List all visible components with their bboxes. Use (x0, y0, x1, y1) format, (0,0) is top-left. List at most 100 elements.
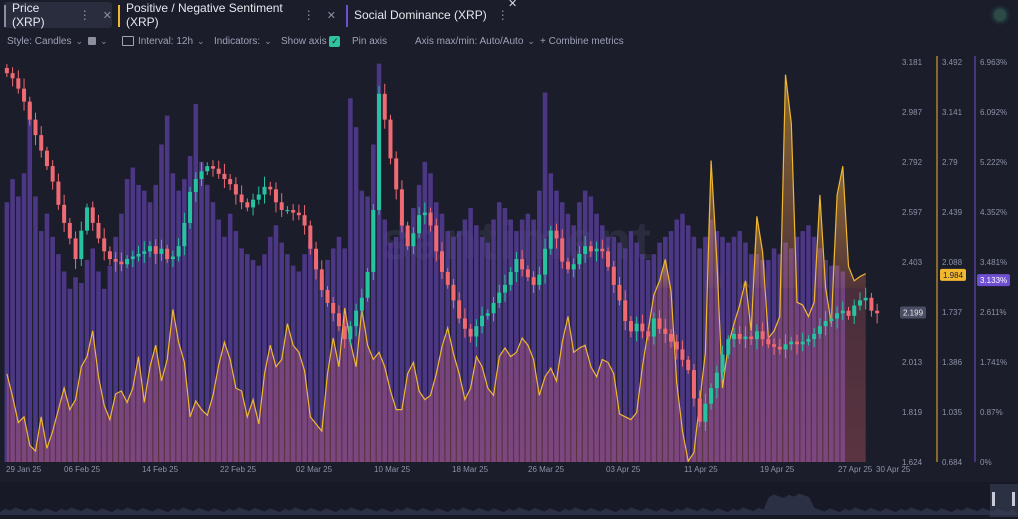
price-candle (548, 230, 553, 249)
tab-social-dominance[interactable]: Social Dominance (XRP) ⋮ (346, 2, 510, 28)
checkbox-checked-icon[interactable]: ✓ (329, 36, 341, 47)
dominance-bar (319, 277, 325, 462)
price-candle (302, 215, 307, 226)
price-tick-label: 2.403 (902, 258, 923, 267)
dominance-bar (628, 231, 634, 462)
kebab-menu-icon[interactable]: ⋮ (78, 8, 91, 22)
price-candle (789, 341, 794, 345)
price-candle (417, 215, 422, 234)
dominance-bar (525, 213, 531, 462)
price-candle (245, 202, 250, 208)
dominance-bar (411, 207, 416, 462)
price-candle (428, 212, 433, 226)
price-candle (480, 315, 485, 327)
price-candle (399, 189, 404, 226)
price-tick-label: 1.624 (902, 458, 923, 467)
dominance-bar (376, 63, 382, 462)
price-candle (239, 194, 244, 203)
kebab-menu-icon[interactable]: ⋮ (302, 8, 315, 22)
dominance-bar (187, 156, 193, 462)
sentiment-tick-label: 0.684 (942, 458, 963, 467)
price-candle (44, 150, 49, 167)
price-candle (491, 302, 496, 314)
combine-metrics-label: Combine metrics (548, 36, 624, 47)
style-dropdown[interactable]: Style: Candles ⌄ (7, 36, 83, 47)
price-candle (772, 344, 777, 347)
x-tick-label: 02 Mar 25 (296, 465, 333, 474)
price-candle (67, 222, 72, 239)
close-icon[interactable]: ✕ (326, 9, 336, 22)
price-candle (85, 207, 90, 231)
price-candle (27, 101, 32, 120)
price-candle (462, 318, 467, 329)
dominance-bar (313, 259, 319, 462)
kebab-menu-icon[interactable]: ⋮ (496, 8, 509, 22)
dominance-bar (256, 265, 262, 462)
price-candle (651, 318, 656, 337)
price-candle (794, 341, 799, 345)
dominance-bar (245, 254, 250, 462)
price-candle (371, 210, 376, 272)
dominance-bar (685, 225, 691, 462)
dominance-bar (153, 184, 158, 463)
x-tick-label: 29 Jan 25 (6, 465, 42, 474)
dominance-bar (594, 213, 599, 462)
combine-metrics-button[interactable]: + Combine metrics (540, 36, 624, 47)
dominance-bar (634, 242, 639, 462)
calendar-icon (122, 36, 134, 47)
sentiment-peak-fill (779, 74, 797, 288)
color-picker[interactable]: ⌄ (88, 36, 108, 47)
remove-metric-close-icon[interactable]: ✕ (508, 0, 518, 10)
tab-sentiment[interactable]: Positive / Negative Sentiment (XRP) ⋮ ✕ (118, 1, 336, 29)
dominance-tick-label: 0.87% (980, 408, 1003, 417)
dominance-tick-label: 3.481% (980, 258, 1007, 267)
show-axis-toggle[interactable]: Show axis ✓ (281, 36, 341, 47)
price-candle (634, 323, 639, 332)
indicators-label: Indicators: (214, 36, 261, 47)
chevron-down-icon: ⌄ (75, 36, 84, 46)
interval-dropdown[interactable]: Interval: 12h ⌄ (122, 36, 205, 47)
plus-icon: + (540, 36, 546, 47)
price-candle (457, 300, 462, 319)
price-candle (554, 230, 559, 239)
price-candle (525, 269, 530, 278)
price-candle (777, 346, 782, 350)
dominance-bar (617, 242, 622, 462)
price-candle (147, 246, 153, 252)
dominance-bar (159, 144, 164, 462)
pin-axis-toggle[interactable]: Pin axis (352, 36, 387, 47)
dominance-bar (107, 265, 113, 462)
dominance-bar (605, 236, 611, 462)
axis-minmax-dropdown[interactable]: Axis max/min: Auto/Auto ⌄ (415, 36, 535, 47)
price-candle (394, 158, 399, 190)
dominance-bar (216, 219, 221, 462)
dominance-bar (428, 173, 433, 462)
price-candle (411, 233, 416, 247)
dominance-bar (388, 242, 393, 462)
dominance-bar (233, 231, 239, 462)
price-candle (754, 331, 759, 340)
price-candle (537, 274, 542, 285)
price-candle (182, 222, 187, 247)
price-candle (210, 166, 215, 169)
dominance-bar (239, 248, 244, 462)
tab-price[interactable]: Price (XRP) ⋮ ✕ (4, 1, 112, 29)
axes-layer: 3.1812.9872.7922.5972.4032.2082.0131.819… (6, 56, 1010, 474)
price-candle (22, 88, 27, 102)
sentiment-peak-fill (831, 166, 866, 288)
price-candle (73, 238, 78, 260)
price-candle (439, 251, 445, 272)
price-candle (657, 318, 662, 329)
price-tick-label: 3.181 (902, 58, 923, 67)
dominance-bar (210, 202, 216, 463)
price-candle (256, 194, 261, 200)
navigator-handle-left (992, 492, 995, 506)
price-candle (594, 248, 599, 252)
price-candle (16, 78, 21, 89)
dominance-bar (119, 213, 124, 462)
dominance-current-badge: 3.133% (980, 276, 1007, 285)
dominance-bar (16, 196, 21, 463)
close-icon[interactable]: ✕ (102, 9, 112, 22)
indicators-dropdown[interactable]: Indicators: ⌄ (214, 36, 272, 47)
